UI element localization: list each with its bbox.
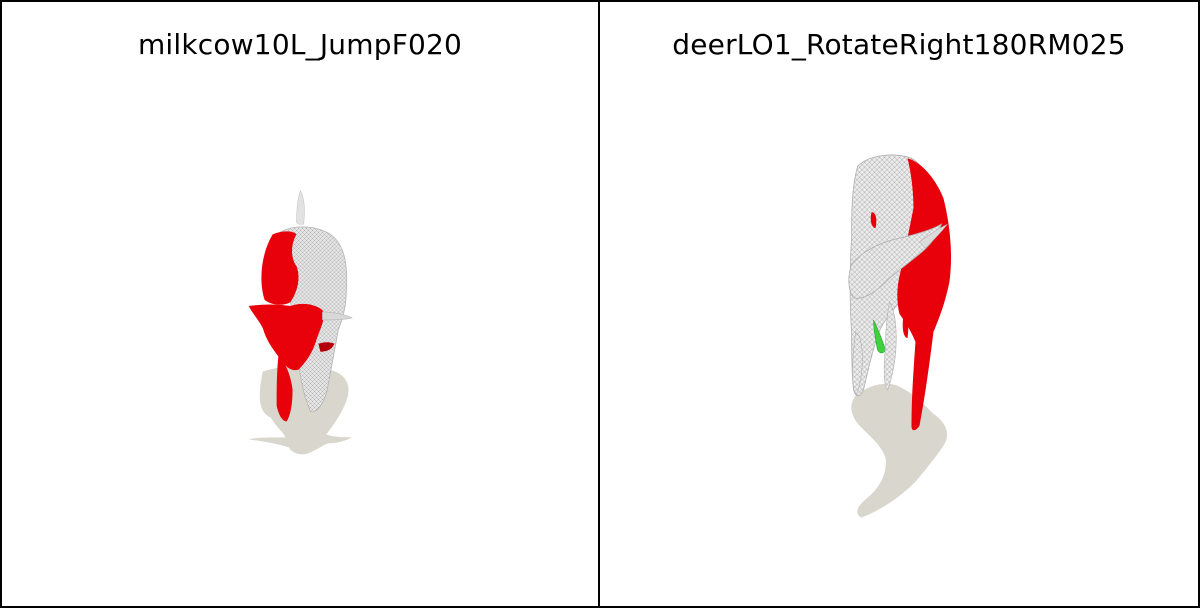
cow-shadow xyxy=(249,366,352,454)
cow-tail xyxy=(297,191,305,225)
panel-left: milkcow10L_JumpF020 xyxy=(2,2,600,606)
deer-render xyxy=(600,2,1198,606)
cow-horn-right xyxy=(322,312,352,320)
deer-shadow xyxy=(851,384,947,518)
cow-render xyxy=(2,2,598,606)
cow-red-patch xyxy=(261,231,298,304)
panel-right: deerLO1_RotateRight180RM025 xyxy=(600,2,1198,606)
